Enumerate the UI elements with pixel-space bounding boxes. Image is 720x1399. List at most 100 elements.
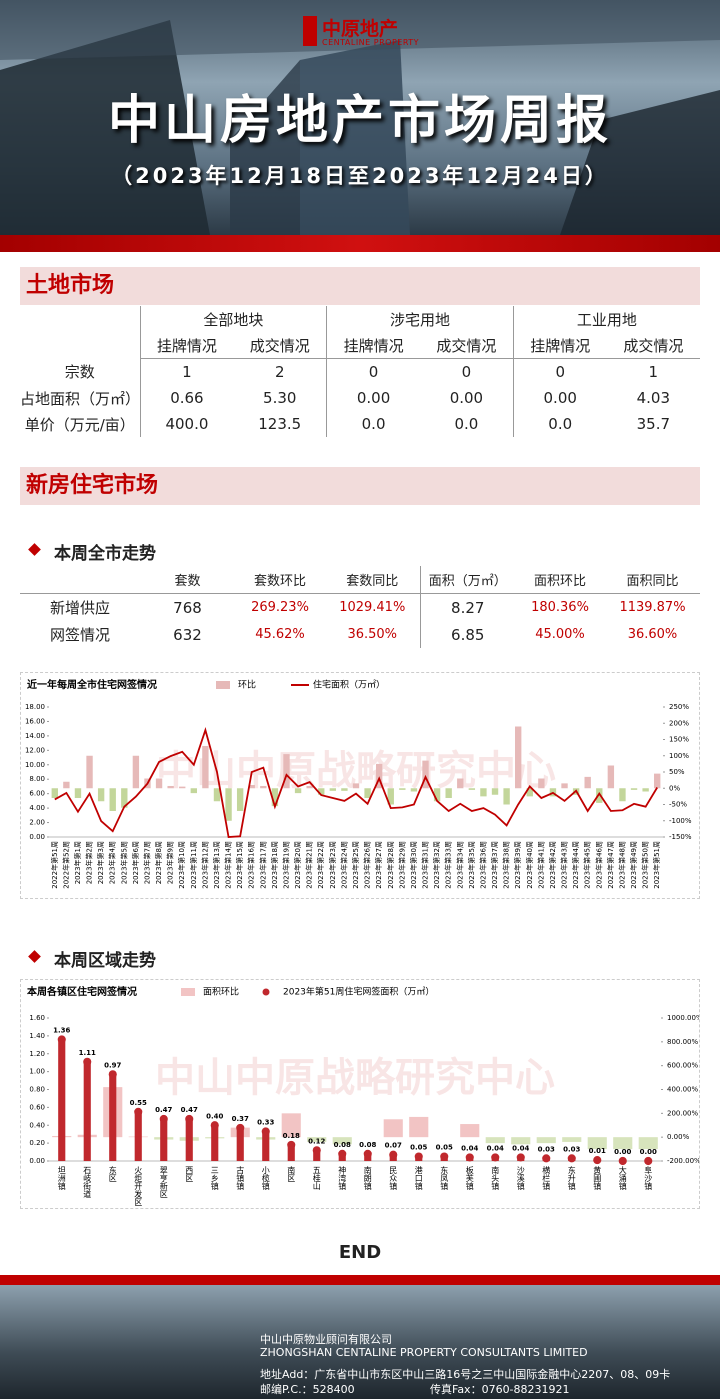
bar-cap	[159, 1114, 168, 1124]
bar	[536, 1137, 556, 1144]
bar-cap	[57, 1035, 66, 1044]
data-label: 0.00	[640, 1148, 657, 1156]
y2-tick-label: 250%	[669, 703, 689, 711]
bar	[596, 788, 603, 803]
bar	[306, 785, 313, 789]
bar	[445, 788, 452, 798]
bar-cap	[312, 1146, 321, 1155]
legend-swatch	[181, 988, 195, 996]
x-tick-label: 2023年第6周	[131, 841, 140, 884]
bar	[260, 785, 267, 789]
data-label: 1.11	[79, 1049, 96, 1057]
red-band	[0, 235, 720, 252]
bar	[190, 788, 197, 794]
x-tick-label: 小榄镇	[261, 1166, 270, 1191]
table-row: 全部地块 涉宅用地 工业用地	[20, 306, 700, 332]
data-label: 0.47	[181, 1106, 198, 1114]
table-cell: 0.0	[512, 411, 607, 437]
table-cell: 新增供应	[20, 593, 140, 621]
x-tick-label: 2023年第40周	[525, 841, 534, 889]
bar	[109, 1074, 117, 1161]
bar	[511, 1137, 531, 1145]
table-header: 成交情况	[606, 332, 700, 359]
bar	[485, 1137, 505, 1144]
bar	[526, 788, 533, 797]
line	[54, 727, 658, 838]
table-cell: 0.0	[454, 415, 479, 433]
x-tick-label: 2023年第4周	[108, 841, 117, 884]
x-tick-label: 2023年第5周	[119, 841, 128, 884]
bar	[294, 788, 302, 794]
x-tick-label: 2023年第16周	[247, 841, 256, 889]
x-tick-label: 西区	[185, 1166, 194, 1182]
y2-tick-label: -100%	[669, 817, 692, 825]
x-tick-label: 2023年第32周	[432, 841, 441, 889]
y-tick-label: 14.00	[25, 732, 45, 740]
footer-company-en: ZHONGSHAN CENTALINE PROPERTY CONSULTANTS…	[260, 1346, 588, 1359]
x-tick-label: 2023年第31周	[421, 841, 430, 889]
data-label: 0.08	[359, 1141, 376, 1149]
bar	[248, 785, 255, 789]
table-header: 全部地块	[139, 306, 327, 332]
x-tick-label: 阜沙镇	[644, 1165, 653, 1191]
x-tick-label: 大涌镇	[618, 1165, 627, 1191]
x-tick-label: 东凤镇	[440, 1165, 449, 1191]
data-label: 0.05	[410, 1144, 427, 1152]
y-tick-label: 16.00	[25, 717, 45, 725]
x-tick-label: 2023年第46周	[594, 841, 603, 889]
x-tick-label: 2023年第48周	[617, 841, 626, 889]
bar-cap	[465, 1153, 474, 1162]
footer-address: 地址Add：广东省中山市东区中山三路16号之三中山国际金融中心2207、08、0…	[260, 1368, 671, 1381]
table-cell: 45.00%	[535, 627, 585, 642]
x-tick-label: 2023年第21周	[305, 841, 314, 889]
bar-cap	[287, 1140, 296, 1149]
bar-cap	[593, 1156, 602, 1165]
y-tick-label: 1.00	[29, 1068, 45, 1076]
table-cell	[20, 566, 140, 594]
x-tick-label: 2023年第43周	[560, 841, 569, 889]
bar	[313, 1150, 321, 1161]
legend-label: 住宅面积（万㎡）	[313, 679, 385, 691]
table-header: 工业用地	[512, 306, 700, 332]
bar	[225, 788, 232, 821]
bar	[281, 1113, 301, 1138]
x-tick-label: 2022年第52周	[61, 841, 70, 889]
data-label: 0.12	[308, 1137, 325, 1145]
section-title: 土地市场	[20, 267, 700, 305]
section-title: 新房住宅市场	[20, 467, 700, 505]
bar	[561, 783, 568, 789]
x-tick-label: 2023年第11周	[189, 841, 198, 889]
legend-label: 面积环比	[203, 986, 239, 998]
data-label: 0.18	[283, 1132, 300, 1140]
x-tick-label: 三乡镇	[210, 1166, 219, 1191]
x-tick-label: 古镇镇	[236, 1165, 245, 1191]
table-cell: 0.66	[139, 385, 234, 411]
x-tick-label: 2023年第25周	[351, 841, 360, 889]
bar	[121, 788, 128, 808]
x-tick-label: 神湾镇	[338, 1165, 347, 1191]
x-tick-label: 2023年第18周	[270, 841, 279, 889]
bar	[51, 788, 58, 798]
table-cell: 网签情况	[49, 626, 110, 644]
bar-cap	[134, 1107, 143, 1116]
x-tick-label: 2023年第15周	[235, 841, 244, 889]
y-tick-label: 1.60	[29, 1014, 45, 1022]
x-tick-label: 2023年第47周	[606, 841, 615, 889]
y2-tick-label: -200.00%	[667, 1157, 699, 1165]
table-cell: 123.5	[258, 415, 302, 433]
legend-label: 环比	[238, 679, 256, 691]
x-tick-label: 2023年第3周	[96, 841, 105, 884]
bar	[480, 788, 487, 797]
table-row: 套数 套数环比 套数同比 面积（万㎡） 面积环比 面积同比	[20, 566, 700, 594]
chart-frame: 中山中原战略研究中心 本周各镇区住宅网签情况 0.00 0.20 0.40 0.60 0.8…	[20, 979, 703, 1209]
x-tick-label: 2023年第38周	[502, 841, 511, 889]
x-tick-label: 东升镇	[567, 1165, 576, 1191]
table-header: 面积同比	[626, 574, 679, 589]
x-tick-label: 2023年第19周	[281, 841, 290, 889]
table-header: 面积环比	[533, 574, 586, 589]
bar-cap	[363, 1149, 372, 1158]
bar	[607, 765, 615, 789]
chart-title: 本周各镇区住宅网签情况	[27, 985, 137, 998]
bar	[58, 1039, 66, 1161]
